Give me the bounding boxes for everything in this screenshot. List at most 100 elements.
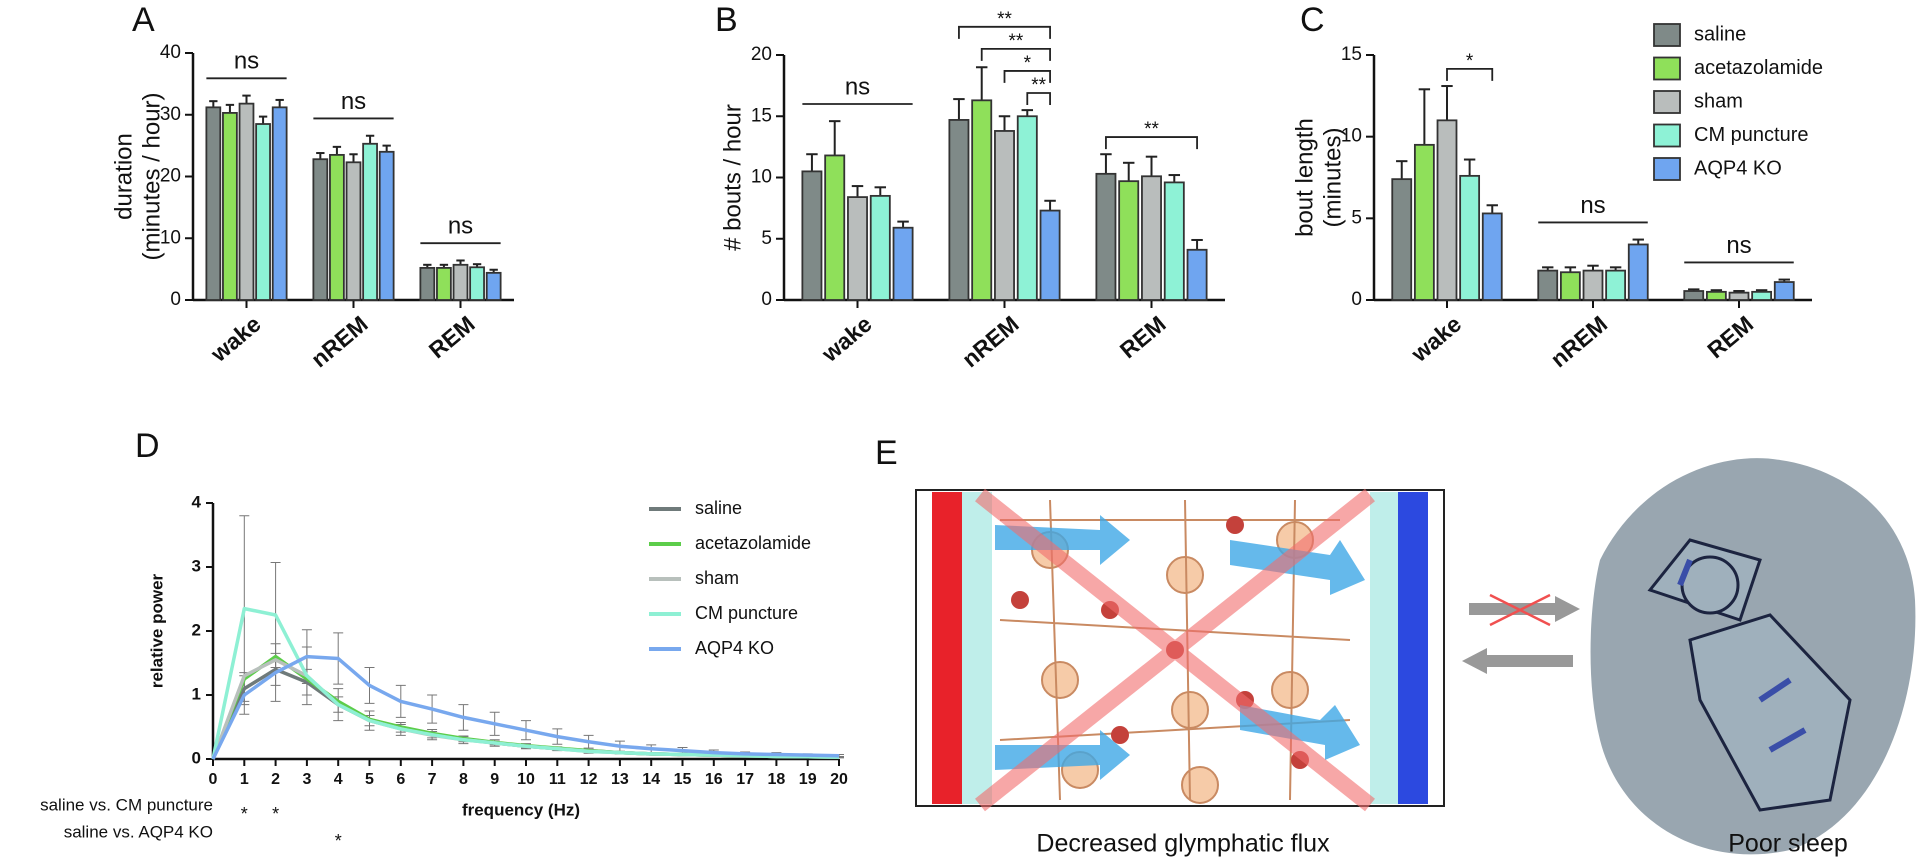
y-tick-label: 20 xyxy=(751,44,772,65)
y-axis-label: relative power xyxy=(147,573,166,688)
bar xyxy=(1751,290,1773,301)
panel-letter: D xyxy=(135,427,160,465)
significance-label: ** xyxy=(1144,119,1159,140)
caption: Decreased glymphatic flux xyxy=(1036,830,1330,858)
y-axis-label: # bouts / hour xyxy=(719,104,746,251)
bar xyxy=(869,194,891,301)
bar xyxy=(271,106,288,301)
bar xyxy=(205,106,222,301)
x-tick-label: 18 xyxy=(768,771,786,788)
bar xyxy=(345,161,362,301)
significance-label: ns xyxy=(1580,192,1605,219)
legend-label: acetazolamide xyxy=(695,533,811,553)
significance-label: ** xyxy=(1031,75,1046,96)
significance-label: ns xyxy=(234,48,259,75)
legend-swatch xyxy=(1653,90,1681,114)
bar xyxy=(1163,181,1185,301)
bracket xyxy=(980,47,1051,61)
artery xyxy=(932,492,962,804)
red-cross xyxy=(975,488,1375,812)
significance-label: * xyxy=(335,831,342,851)
x-tick-label: 4 xyxy=(334,771,343,788)
y-axis-label: duration xyxy=(110,133,137,220)
bar xyxy=(1683,290,1705,301)
bar xyxy=(994,130,1015,301)
panel-letter: C xyxy=(1300,1,1325,39)
x-tick-label: wake xyxy=(816,311,877,368)
bar xyxy=(485,271,502,301)
bar xyxy=(1728,291,1750,301)
significance-label: * xyxy=(272,804,279,824)
x-tick-label: nREM xyxy=(1545,311,1612,373)
legend-label: sham xyxy=(1694,90,1743,112)
x-tick-label: 11 xyxy=(549,771,566,788)
y-axis-label: (minutes / hour) xyxy=(138,92,165,260)
bar xyxy=(1039,209,1061,301)
bar xyxy=(329,153,345,301)
bar xyxy=(238,102,255,301)
x-tick-label: REM xyxy=(424,311,480,364)
bar xyxy=(1605,269,1627,301)
y-tick-label: 0 xyxy=(1351,289,1362,310)
bar xyxy=(1016,115,1038,301)
bar xyxy=(824,154,846,301)
y-tick-label: 5 xyxy=(1351,207,1362,228)
x-tick-label: 14 xyxy=(642,771,660,788)
significance-label: ** xyxy=(1008,31,1023,52)
legend-swatch xyxy=(1653,123,1681,148)
significance-label: ns xyxy=(341,88,366,115)
x-tick-label: 2 xyxy=(271,771,280,788)
legend-label: AQP4 KO xyxy=(1694,157,1782,179)
y-tick-label: 30 xyxy=(160,104,181,125)
bar xyxy=(1773,281,1795,301)
bar xyxy=(378,150,395,301)
legend-label: saline xyxy=(1694,23,1746,45)
x-tick-label: wake xyxy=(205,311,266,368)
significance-label: ns xyxy=(448,213,473,240)
bar xyxy=(948,119,970,301)
bar xyxy=(1436,119,1458,301)
bar xyxy=(419,266,436,301)
panel-letter: A xyxy=(132,1,155,39)
bar xyxy=(1481,212,1503,301)
x-tick-label: 10 xyxy=(517,771,535,788)
significance-label: ** xyxy=(997,9,1012,30)
x-tick-label: nREM xyxy=(957,311,1024,373)
comparison-label: saline vs. CM puncture xyxy=(40,795,213,814)
y-tick-label: 3 xyxy=(192,556,201,575)
x-tick-label: 17 xyxy=(736,771,754,788)
bracket xyxy=(1026,92,1051,105)
legend-label: sham xyxy=(695,568,739,588)
significance-label: ns xyxy=(1726,232,1751,259)
bar xyxy=(1391,178,1413,301)
x-tick-label: 3 xyxy=(302,771,311,788)
y-tick-label: 4 xyxy=(192,492,202,511)
y-tick-label: 15 xyxy=(751,105,772,126)
legend-label: saline xyxy=(695,498,742,518)
y-tick-label: 0 xyxy=(761,289,772,310)
bar xyxy=(1413,143,1435,301)
bar xyxy=(312,158,329,301)
bar xyxy=(1141,175,1162,301)
x-tick-label: wake xyxy=(1406,311,1467,368)
x-tick-label: 0 xyxy=(209,771,218,788)
significance-label: ns xyxy=(845,73,870,100)
comparison-label: saline vs. AQP4 KO xyxy=(64,822,213,841)
x-tick-label: 8 xyxy=(459,771,468,788)
x-tick-label: 19 xyxy=(799,771,817,788)
x-tick-label: 15 xyxy=(674,771,692,788)
y-tick-label: 40 xyxy=(160,42,181,63)
panel-e-illustration xyxy=(915,458,1916,855)
significance-label: * xyxy=(241,804,248,824)
line xyxy=(211,654,840,760)
bar xyxy=(436,266,452,301)
y-tick-label: 0 xyxy=(192,748,201,767)
y-tick-label: 10 xyxy=(160,227,181,248)
x-tick-label: nREM xyxy=(306,311,373,373)
bar xyxy=(469,266,485,301)
legend-swatch xyxy=(1653,56,1681,81)
x-tick-label: 20 xyxy=(830,771,848,788)
significance-label: * xyxy=(1024,53,1032,74)
bar xyxy=(1459,174,1481,301)
